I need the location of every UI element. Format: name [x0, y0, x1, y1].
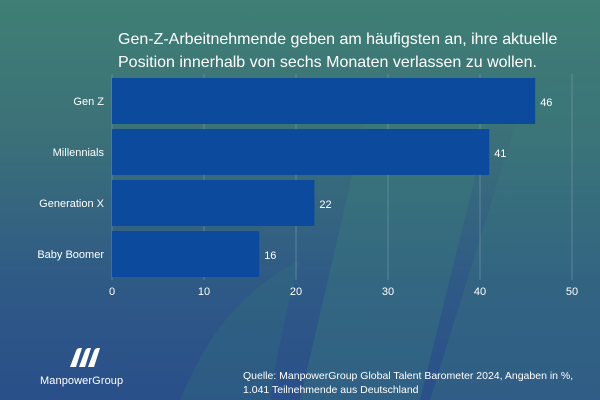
category-label: Baby Boomer — [37, 249, 104, 261]
bar — [112, 129, 490, 175]
data-label: 46 — [540, 97, 552, 109]
brand-logo: ManpowerGroup — [40, 345, 150, 387]
bar — [112, 78, 536, 124]
data-label: 22 — [319, 199, 331, 211]
x-tick-label: 20 — [290, 286, 302, 298]
x-tick-label: 40 — [474, 286, 486, 298]
x-tick-label: 10 — [198, 286, 210, 298]
category-label: Millennials — [53, 147, 105, 159]
manpowergroup-logo-icon — [70, 348, 100, 367]
chart-title: Gen-Z-Arbeitnehmende geben am häufigsten… — [118, 31, 558, 71]
x-tick-label: 50 — [566, 286, 578, 298]
data-label: 41 — [494, 148, 506, 160]
data-label: 16 — [264, 250, 276, 262]
brand-name: ManpowerGroup — [40, 375, 124, 387]
source-line-1: Quelle: ManpowerGroup Global Talent Baro… — [243, 370, 574, 382]
x-tick-label: 30 — [382, 286, 394, 298]
category-label: Generation X — [39, 198, 104, 210]
source-line-2: 1.041 Teilnehmende aus Deutschland — [243, 384, 419, 396]
category-label: Gen Z — [73, 96, 104, 108]
bar — [112, 180, 315, 226]
source-note: Quelle: ManpowerGroup Global Talent Baro… — [243, 369, 593, 397]
bar — [112, 231, 260, 277]
x-tick-label: 0 — [109, 286, 115, 298]
